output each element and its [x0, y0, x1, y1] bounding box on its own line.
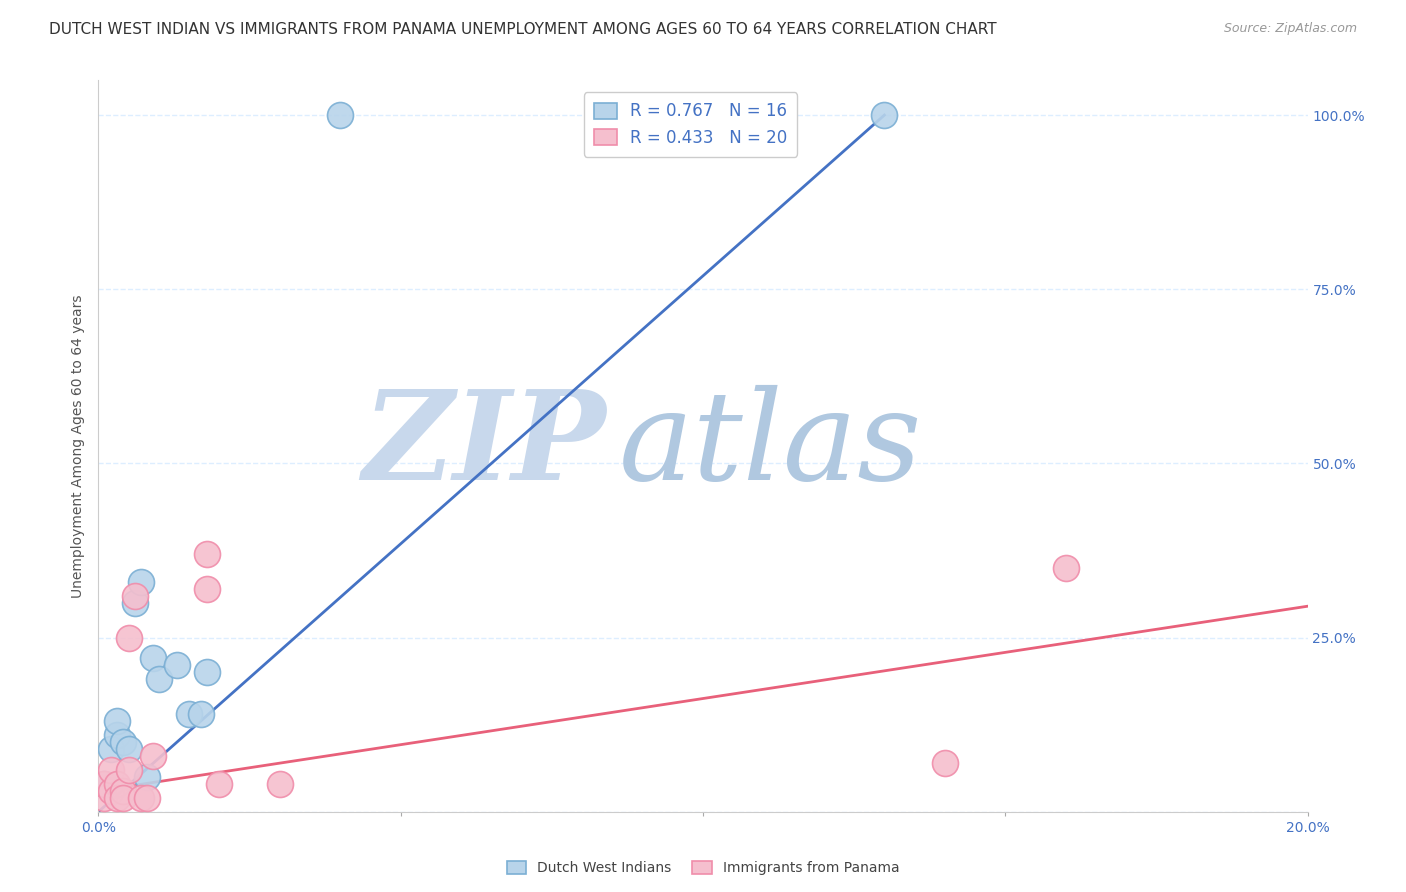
Text: ZIP: ZIP [363, 385, 606, 507]
Point [100, 784, 122, 798]
Point [111, 735, 134, 749]
Point [105, 790, 128, 805]
Point [873, 108, 896, 122]
Point [329, 108, 352, 122]
Point [142, 749, 165, 764]
Point [195, 665, 218, 680]
Point [269, 777, 291, 791]
Point [166, 658, 188, 673]
Text: Source: ZipAtlas.com: Source: ZipAtlas.com [1223, 22, 1357, 36]
Point [105, 777, 128, 791]
Point [124, 589, 146, 603]
Text: DUTCH WEST INDIAN VS IMMIGRANTS FROM PANAMA UNEMPLOYMENT AMONG AGES 60 TO 64 YEA: DUTCH WEST INDIAN VS IMMIGRANTS FROM PAN… [49, 22, 997, 37]
Legend: R = 0.767   N = 16, R = 0.433   N = 20: R = 0.767 N = 16, R = 0.433 N = 20 [583, 92, 797, 157]
Point [195, 547, 218, 561]
Point [135, 770, 157, 784]
Point [179, 707, 201, 722]
Text: atlas: atlas [619, 385, 922, 507]
Point [190, 707, 212, 722]
Point [111, 784, 134, 798]
Point [105, 728, 128, 742]
Point [195, 582, 218, 596]
Point [142, 651, 165, 665]
Y-axis label: Unemployment Among Ages 60 to 64 years: Unemployment Among Ages 60 to 64 years [72, 294, 86, 598]
Point [111, 790, 134, 805]
Point [148, 673, 170, 687]
Point [93, 777, 115, 791]
Point [124, 596, 146, 610]
Point [118, 742, 141, 756]
Point [135, 790, 157, 805]
Point [100, 742, 122, 756]
Point [100, 763, 122, 777]
Point [934, 756, 956, 770]
Point [105, 714, 128, 728]
Point [93, 777, 115, 791]
Point [129, 574, 152, 589]
Point [129, 790, 152, 805]
Legend: Dutch West Indians, Immigrants from Panama: Dutch West Indians, Immigrants from Pana… [501, 855, 905, 880]
Point [1054, 561, 1077, 575]
Point [208, 777, 231, 791]
Point [118, 763, 141, 777]
Point [118, 631, 141, 645]
Point [93, 790, 115, 805]
